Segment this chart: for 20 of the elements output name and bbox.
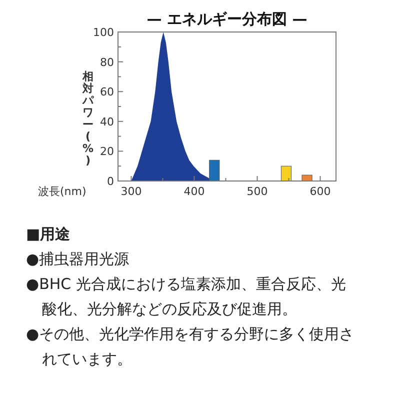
x-tick-label: 300 (120, 185, 142, 198)
x-tick-label: 400 (184, 185, 205, 198)
y-tick-label: 0 (107, 175, 114, 188)
y-tick-label: 60 (100, 86, 114, 99)
y-tick-label: 80 (100, 56, 114, 69)
text: ■用途 (26, 224, 72, 245)
bar (280, 166, 292, 182)
x-tick-label: 600 (310, 185, 331, 198)
text: ●その他、光化学作用を有する分野に多く使用されています。 (26, 324, 356, 370)
text: ●捕虫器用光源 (26, 249, 130, 270)
x-tick-label: 500 (246, 185, 268, 198)
y-axis-title: 相対パワー(%) (82, 70, 94, 167)
text: ●BHC 光合成における塩素添加、重合反応、光酸化、光分解などの反応及び促進用。 (26, 274, 347, 320)
y-tick-label: 100 (93, 26, 114, 39)
bar (302, 174, 312, 182)
bar (209, 160, 220, 182)
y-tick-label: 40 (100, 115, 114, 128)
y-tick-label: 20 (100, 145, 114, 158)
chart-title: — エネルギー分布図 — (146, 10, 308, 28)
x-axis-title: 波長(nm) (38, 185, 86, 198)
